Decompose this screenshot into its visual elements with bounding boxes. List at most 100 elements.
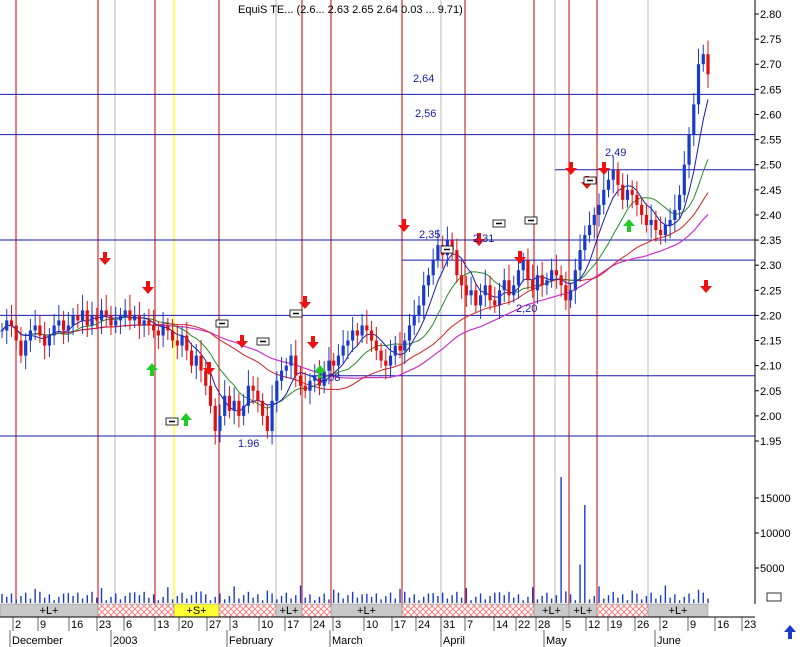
candle-body [365, 325, 369, 331]
candle-body [668, 219, 672, 225]
candle-body [393, 345, 397, 356]
candle-body [261, 400, 265, 416]
candle-body [270, 400, 274, 431]
x-tick-label: 17 [287, 619, 299, 631]
candle-body [535, 275, 540, 291]
candle-body [38, 325, 42, 336]
y-tick-label: 1.95 [760, 436, 781, 448]
x-tick-label: 9 [690, 619, 696, 631]
candle-body [507, 280, 511, 296]
x-tick-label: 5 [565, 619, 571, 631]
candle-body [336, 355, 341, 366]
candle-body [14, 325, 18, 341]
x-tick-label: 31 [443, 619, 455, 631]
candle-body [294, 355, 298, 376]
candle-body [204, 370, 208, 386]
candle-body [663, 224, 667, 236]
candle-body [9, 320, 14, 326]
candle-body [379, 350, 383, 361]
y-tick-label: 2.40 [760, 210, 781, 222]
x-tick-label: 22 [518, 619, 530, 631]
candle-body [644, 214, 649, 225]
y-tick-label: 2.50 [760, 160, 781, 172]
candle-body [128, 310, 132, 321]
candle-body [0, 330, 4, 332]
sell-arrow-icon [99, 252, 111, 265]
x-tick-label: 7 [467, 619, 473, 631]
band-label: +L+ [40, 605, 59, 617]
x-tick-label: 16 [71, 619, 83, 631]
candle-body [630, 189, 634, 195]
candle-body [275, 380, 279, 401]
candle-body [185, 335, 189, 351]
candle-body [156, 330, 160, 336]
candle-body [28, 330, 33, 341]
x-tick-label: 24 [418, 619, 430, 631]
y-tick-label: 2.25 [760, 285, 781, 297]
candle-body [412, 315, 416, 326]
candle-body [170, 330, 175, 341]
sell-arrow-icon [398, 219, 410, 232]
signal-band: +L+ +S+ +L+ +L+ +L+ +L+ +L+ [0, 592, 782, 618]
candle-body [5, 320, 9, 331]
candle-body [109, 315, 113, 326]
candle-body [199, 355, 203, 371]
x-tick-label: 2 [15, 619, 21, 631]
sell-arrow-icon [598, 162, 610, 175]
support-resistance-lines [0, 93, 755, 437]
level-label: 1.96 [238, 438, 259, 450]
month-label: June [657, 635, 681, 647]
price-candles [0, 40, 710, 445]
y-tick-label: 2.70 [760, 59, 781, 71]
candle-body [313, 375, 317, 381]
x-tick-label: 12 [588, 619, 600, 631]
candle-body [469, 290, 473, 296]
x-tick-label: 10 [261, 619, 273, 631]
candle-body [673, 209, 677, 220]
candle-body [597, 204, 601, 215]
candle-body [351, 330, 355, 341]
x-tick-label: 19 [610, 619, 622, 631]
candle-body [332, 360, 336, 366]
x-tick-label: 16 [717, 619, 729, 631]
level-label: 2,08 [319, 372, 340, 384]
candle-body [142, 320, 146, 326]
x-tick-label: 27 [209, 619, 221, 631]
sell-arrow-icon [236, 335, 248, 348]
candle-body [33, 325, 37, 331]
candle-body [682, 164, 686, 195]
x-tick-label: 3 [335, 619, 341, 631]
candle-body [242, 405, 246, 416]
candle-body [540, 275, 544, 286]
candle-body [85, 310, 89, 326]
sell-arrow-icon [142, 281, 154, 294]
candle-body [374, 340, 378, 351]
band-segment [401, 603, 535, 618]
candle-body [564, 285, 568, 301]
candle-body [80, 310, 85, 321]
x-tick-label: 6 [126, 619, 132, 631]
level-labels: 2,64 2,56 2,49 2,35 2,31 2,20 2,08 1.96 [238, 73, 626, 450]
candle-body [123, 310, 127, 316]
candle-body [346, 340, 350, 346]
x-tick-label: 20 [181, 619, 193, 631]
x-tick-label: 2 [662, 619, 668, 631]
band-label: +S+ [186, 605, 206, 617]
scroll-up-icon[interactable] [784, 625, 796, 639]
candle-body [175, 340, 179, 346]
y-tick-label: 2.80 [760, 9, 781, 21]
candle-body [654, 219, 658, 231]
band-segment [97, 603, 175, 618]
x-tick-label: 23 [99, 619, 111, 631]
candle-body [422, 285, 426, 306]
candle-body [616, 169, 620, 185]
scale-box [766, 592, 782, 602]
candle-body [578, 250, 582, 271]
candle-body [322, 370, 326, 386]
candle-body [398, 345, 402, 351]
candle-body [502, 280, 506, 291]
candle-body [384, 360, 388, 366]
candle-body [587, 224, 592, 236]
candle-body [635, 194, 639, 205]
